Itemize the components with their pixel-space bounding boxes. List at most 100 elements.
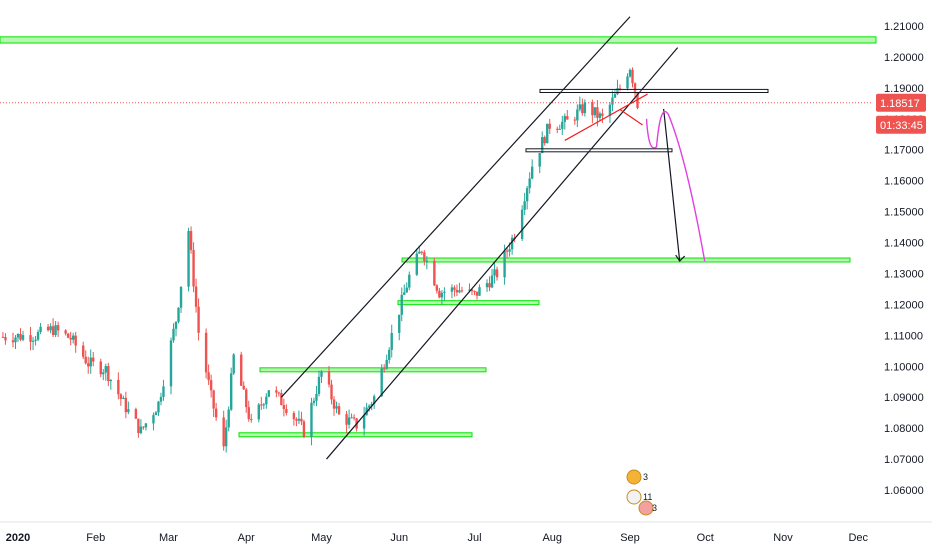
candle-body <box>36 332 40 340</box>
candle-body <box>104 366 107 373</box>
candle-body <box>292 413 296 420</box>
candle-body <box>19 333 22 340</box>
candle-body <box>332 399 336 409</box>
projection-arrow[interactable] <box>663 108 681 262</box>
candle-body <box>257 404 260 420</box>
candle-body <box>611 97 614 105</box>
candle-body <box>209 380 213 391</box>
candle-body <box>302 421 306 437</box>
x-tick-label: Apr <box>238 532 255 544</box>
event-count: 3 <box>652 503 657 513</box>
candle-body <box>455 289 459 293</box>
time-axis: 2020 Feb Mar Apr May Jun Jul Aug Sep Oct Nov Dec <box>0 521 932 544</box>
candle-body <box>468 289 471 291</box>
candle-body <box>207 372 210 381</box>
candle-body <box>300 418 303 422</box>
candle-body <box>49 326 52 331</box>
candle-body <box>433 260 436 286</box>
candle-body <box>172 328 175 341</box>
candle-body <box>352 417 356 419</box>
candle-body <box>92 357 95 362</box>
candle-body <box>260 404 263 406</box>
candle-body <box>222 417 225 447</box>
y-tick-label: 1.06000 <box>884 485 924 497</box>
candle-body <box>636 93 639 108</box>
candle-body <box>423 252 426 262</box>
event-icon[interactable] <box>626 469 642 485</box>
candle-body <box>405 287 408 293</box>
candle-body <box>69 337 72 340</box>
candle-body <box>335 406 338 409</box>
candle-body <box>134 409 138 419</box>
sr-zone[interactable] <box>0 36 877 44</box>
candle-body <box>425 260 429 262</box>
candle-body <box>495 269 499 278</box>
candle-body <box>523 201 526 210</box>
candle-body <box>250 419 253 421</box>
range-box[interactable] <box>539 88 769 94</box>
candle-body <box>330 384 333 400</box>
event-count: 3 <box>643 472 648 482</box>
candle-body <box>21 335 25 340</box>
sr-zone[interactable] <box>397 300 540 306</box>
candle-body <box>593 107 597 116</box>
wedge-line[interactable] <box>619 109 643 126</box>
candle-body <box>478 287 481 296</box>
candle-body <box>31 340 35 342</box>
candle-body <box>139 426 143 434</box>
candle-body <box>510 237 514 250</box>
y-tick-label: 1.17000 <box>884 145 924 157</box>
x-tick-label: Jul <box>467 532 481 544</box>
event-icon[interactable] <box>626 489 642 505</box>
candle-body <box>362 415 366 429</box>
candle-body <box>530 166 534 179</box>
candle-body <box>380 368 383 397</box>
arrow-head <box>675 254 686 263</box>
candle-body <box>538 153 541 167</box>
last-price-label: 1.18517 <box>880 98 920 110</box>
candle-body <box>177 307 180 322</box>
candle-body <box>315 393 318 401</box>
range-box[interactable] <box>525 148 673 153</box>
x-tick-label: Sep <box>620 532 640 544</box>
candle-body <box>490 275 494 288</box>
projection-curve[interactable] <box>645 110 706 262</box>
sr-zone[interactable] <box>259 367 487 373</box>
candle-body <box>265 396 268 405</box>
countdown-label: 01:33:45 <box>880 120 923 132</box>
candle-body <box>174 321 178 329</box>
wedge-line[interactable] <box>564 93 648 141</box>
candle-body <box>267 390 271 397</box>
candle-body <box>137 418 140 434</box>
channel-line[interactable] <box>280 16 631 398</box>
candle-body <box>280 392 283 406</box>
candle-body <box>546 123 549 144</box>
candle-body <box>561 121 564 129</box>
candle-body <box>578 104 582 110</box>
candle-body <box>503 250 506 278</box>
sr-zone[interactable] <box>401 257 851 263</box>
candle-body <box>415 253 419 275</box>
sr-zone[interactable] <box>238 432 473 438</box>
candle-body <box>192 250 195 287</box>
candle-body <box>488 283 491 288</box>
candle-body <box>528 178 531 189</box>
candle-body <box>566 116 569 120</box>
candle-body <box>159 396 163 402</box>
candle-body <box>345 414 348 425</box>
candle-body <box>82 345 85 357</box>
candle-body <box>89 357 92 367</box>
candle-body <box>64 330 67 334</box>
candle-body <box>520 209 524 239</box>
channel-line[interactable] <box>326 47 679 460</box>
candle-body <box>633 83 637 94</box>
candle-body <box>1 336 5 338</box>
candle-body <box>443 291 446 293</box>
candle-body <box>583 102 587 114</box>
candle-body <box>152 415 155 424</box>
candle-body <box>317 376 321 394</box>
event-icon[interactable] <box>638 500 654 516</box>
candle-body <box>450 287 454 292</box>
candle-body <box>187 231 190 287</box>
